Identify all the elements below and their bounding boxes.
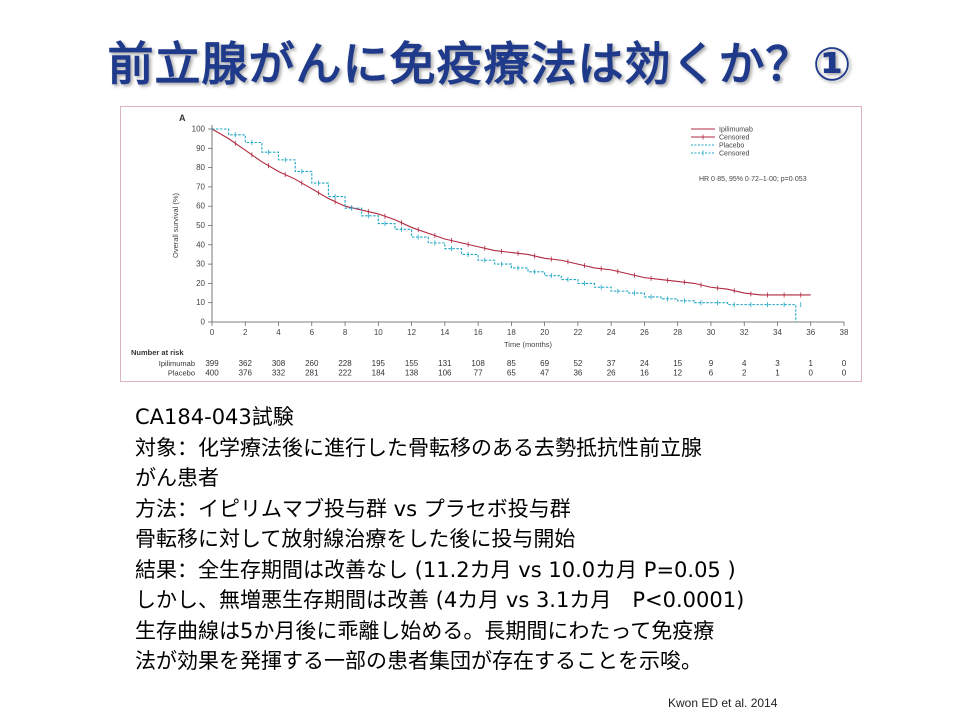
risk-count: 12 [673, 369, 682, 378]
body-line: しかし、無増悪生存期間は改善 (4カ月 vs 3.1カ月 P<0.0001) [135, 588, 745, 612]
risk-count: 37 [607, 359, 616, 368]
x-tick-label: 22 [573, 328, 582, 337]
x-tick-label: 38 [840, 328, 849, 337]
x-tick-label: 28 [673, 328, 682, 337]
x-tick-label: 6 [310, 328, 315, 337]
risk-row-label: Ipilimumab [159, 359, 195, 368]
risk-count: 362 [239, 359, 253, 368]
x-tick-label: 14 [440, 328, 449, 337]
x-axis-label: Time (months) [504, 340, 553, 349]
x-tick-label: 2 [243, 328, 248, 337]
risk-count: 47 [540, 369, 549, 378]
x-tick-label: 20 [540, 328, 549, 337]
risk-count: 15 [673, 359, 682, 368]
x-tick-label: 26 [640, 328, 649, 337]
risk-count: 399 [205, 359, 219, 368]
y-tick-label: 70 [196, 182, 205, 191]
risk-count: 260 [305, 359, 319, 368]
panel-label: A [179, 113, 186, 123]
legend-label: Censored [719, 151, 749, 158]
x-tick-label: 4 [276, 328, 281, 337]
y-axis-label: Overall survival (%) [171, 192, 180, 258]
risk-count: 52 [573, 359, 582, 368]
risk-count: 3 [775, 359, 780, 368]
risk-count: 65 [507, 369, 516, 378]
risk-count: 4 [742, 359, 747, 368]
risk-count: 26 [607, 369, 616, 378]
x-tick-label: 36 [806, 328, 815, 337]
risk-count: 36 [573, 369, 582, 378]
risk-count: 108 [471, 359, 485, 368]
risk-count: 1 [775, 369, 780, 378]
risk-count: 281 [305, 369, 319, 378]
body-line: がん患者 [135, 466, 219, 490]
y-tick-label: 90 [196, 144, 205, 153]
slide-title: 前立腺がんに免疫療法は効くか？① [107, 37, 853, 91]
x-tick-label: 16 [474, 328, 483, 337]
risk-count: 155 [405, 359, 419, 368]
citation: Kwon ED et al. 2014 [668, 696, 778, 710]
risk-count: 9 [709, 359, 714, 368]
risk-count: 138 [405, 369, 419, 378]
km-chart-panel: A 0 10 20 30 40 50 60 70 80 90 100 0 2 4 6 8 10 12 14 16 18 20… [120, 106, 862, 382]
y-tick-label: 0 [201, 318, 206, 327]
risk-count: 1 [809, 359, 814, 368]
risk-count: 184 [372, 369, 386, 378]
y-tick-label: 30 [196, 260, 205, 269]
body-line: 結果：全生存期間は改善なし (11.2カ月 vs 10.0カ月 P=0.05 ) [135, 557, 736, 582]
series-line-ipilimumab [211, 128, 811, 296]
risk-count: 77 [474, 369, 483, 378]
y-tick-label: 50 [196, 221, 205, 230]
risk-table-header: Number at risk [131, 348, 184, 357]
hr-annotation: HR 0·85, 95% 0·72–1·00; p=0·053 [699, 176, 807, 183]
risk-count: 24 [640, 359, 649, 368]
risk-count: 106 [438, 369, 452, 378]
legend-label: Censored [719, 135, 749, 142]
x-tick-label: 8 [343, 328, 348, 337]
risk-count: 228 [338, 359, 352, 368]
legend-label: Ipilimumab [719, 127, 753, 134]
y-tick-label: 20 [196, 279, 205, 288]
x-tick-label: 0 [210, 328, 215, 337]
x-tick-label: 12 [407, 328, 416, 337]
risk-count: 16 [640, 369, 649, 378]
y-tick-label: 40 [196, 240, 205, 249]
risk-count: 0 [842, 359, 847, 368]
x-tick-label: 34 [773, 328, 782, 337]
risk-count: 0 [809, 369, 814, 378]
risk-count: 332 [272, 369, 286, 378]
y-tick-label: 60 [196, 202, 205, 211]
series-line-placebo [212, 128, 797, 322]
body-line: CA184-043試験 [135, 405, 294, 429]
risk-count: 400 [205, 369, 219, 378]
x-tick-label: 18 [507, 328, 516, 337]
risk-count: 222 [338, 369, 352, 378]
x-tick-label: 32 [740, 328, 749, 337]
x-tick-label: 30 [706, 328, 715, 337]
x-tick-label: 10 [374, 328, 383, 337]
body-line: 法が効果を発揮する一部の患者集団が存在することを示唆。 [135, 649, 702, 673]
legend-label: Placebo [719, 143, 744, 150]
risk-count: 131 [438, 359, 452, 368]
risk-count: 6 [709, 369, 714, 378]
risk-count: 85 [507, 359, 516, 368]
body-line: 方法：イピリムマブ投与群 vs プラセボ投与群 [135, 496, 571, 521]
y-tick-label: 100 [192, 125, 206, 134]
risk-count: 195 [372, 359, 386, 368]
risk-count: 2 [742, 369, 747, 378]
body-line: 骨転移に対して放射線治療をした後に投与開始 [135, 527, 576, 551]
risk-count: 308 [272, 359, 286, 368]
body-line: 生存曲線は5か月後に乖離し始める。長期間にわたって免疫療 [135, 618, 715, 643]
risk-count: 0 [842, 369, 847, 378]
body-text: CA184-043試験対象：化学療法後に進行した骨転移のある去勢抵抗性前立腺 がん… [135, 402, 915, 677]
risk-count: 376 [239, 369, 253, 378]
risk-count: 69 [540, 359, 549, 368]
body-line: 対象：化学療法後に進行した骨転移のある去勢抵抗性前立腺 [135, 435, 702, 460]
y-tick-label: 80 [196, 163, 205, 172]
y-tick-label: 10 [196, 298, 205, 307]
x-tick-label: 24 [607, 328, 616, 337]
risk-row-label: Placebo [168, 369, 195, 378]
